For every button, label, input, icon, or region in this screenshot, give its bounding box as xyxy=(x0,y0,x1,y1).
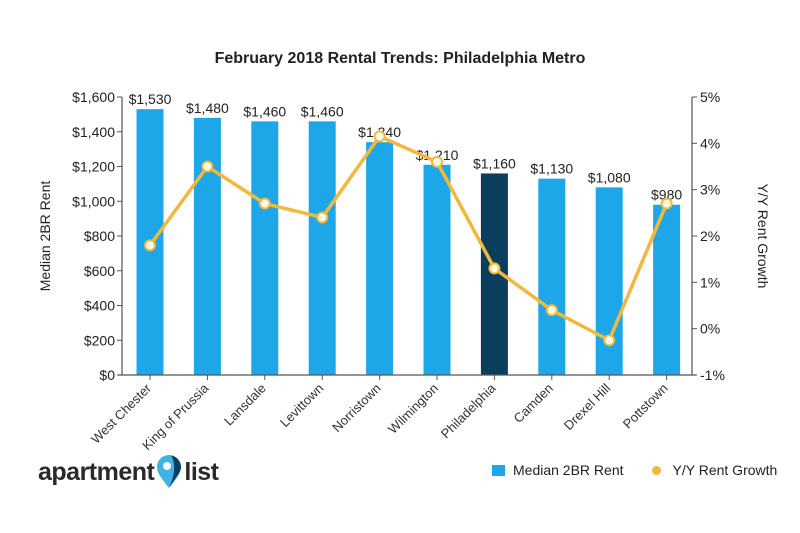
x-tick-label: Wilmington xyxy=(385,381,441,437)
left-tick-label: $200 xyxy=(84,332,115,348)
growth-point xyxy=(545,304,558,317)
bar xyxy=(251,121,279,375)
right-tick-label: 5% xyxy=(700,89,720,105)
growth-point xyxy=(258,197,271,210)
bar xyxy=(653,204,681,375)
logo-text-left: apartment xyxy=(38,457,155,486)
x-tick-label: Norristown xyxy=(329,381,384,436)
left-tick-label: $1,000 xyxy=(72,193,115,209)
bar-data-label: $980 xyxy=(651,187,682,203)
growth-point xyxy=(488,262,501,275)
bar xyxy=(423,164,451,375)
map-pin-icon xyxy=(157,455,182,488)
right-tick-label: 3% xyxy=(700,182,720,198)
left-tick-label: $1,200 xyxy=(72,159,115,175)
bar xyxy=(308,121,336,375)
logo-text-right: list xyxy=(184,457,219,486)
growth-point xyxy=(144,239,156,252)
left-tick-label: $400 xyxy=(84,298,115,314)
bar-data-label: $1,460 xyxy=(243,103,286,119)
right-tick-label: 2% xyxy=(700,228,720,244)
growth-point xyxy=(431,155,443,168)
right-axis-label: Y/Y Rent Growth xyxy=(755,184,771,289)
legend-label-growth: Y/Y Rent Growth xyxy=(672,462,778,478)
left-tick-label: $1,400 xyxy=(72,124,115,140)
legend: Median 2BR Rent Y/Y Rent Growth xyxy=(492,462,777,478)
bar-data-label: $1,530 xyxy=(129,91,172,107)
bar xyxy=(595,187,623,375)
bar-data-label: $1,130 xyxy=(530,161,573,177)
growth-point xyxy=(660,197,673,210)
right-tick-label: -1% xyxy=(700,367,725,383)
apartment-list-logo: apartment list xyxy=(38,455,219,489)
x-tick-label: Drexel Hill xyxy=(561,380,614,433)
left-tick-label: $600 xyxy=(84,263,115,279)
legend-swatch-rent xyxy=(492,464,505,476)
growth-point xyxy=(603,334,616,347)
left-axis-label: Median 2BR Rent xyxy=(37,181,53,292)
legend-swatch-growth xyxy=(651,465,661,475)
x-tick-label: Pottstown xyxy=(620,381,671,432)
bar-data-label: $1,080 xyxy=(588,169,631,185)
right-tick-label: 1% xyxy=(700,274,720,290)
left-tick-label: $0 xyxy=(99,367,115,383)
bar-data-label: $1,160 xyxy=(473,155,516,171)
growth-point xyxy=(373,130,386,143)
bar xyxy=(193,117,221,375)
chart-title: February 2018 Rental Trends: Philadelphi… xyxy=(214,50,586,67)
left-tick-label: $800 xyxy=(84,228,115,244)
bar-data-label: $1,480 xyxy=(186,100,229,116)
x-tick-label: Lansdale xyxy=(221,381,269,429)
x-tick-label: Levittown xyxy=(277,381,326,430)
left-tick-label: $1,600 xyxy=(72,89,115,105)
legend-label-rent: Median 2BR Rent xyxy=(513,462,624,478)
x-tick-label: Camden xyxy=(511,381,556,426)
growth-point xyxy=(316,211,329,224)
right-tick-label: 0% xyxy=(700,321,720,337)
growth-point xyxy=(201,160,214,173)
x-tick-label: Philadelphia xyxy=(438,380,499,441)
growth-line xyxy=(148,134,669,342)
bar xyxy=(538,178,566,375)
bar xyxy=(366,142,394,375)
bar-data-label: $1,460 xyxy=(301,103,344,119)
right-tick-label: 4% xyxy=(700,135,720,151)
